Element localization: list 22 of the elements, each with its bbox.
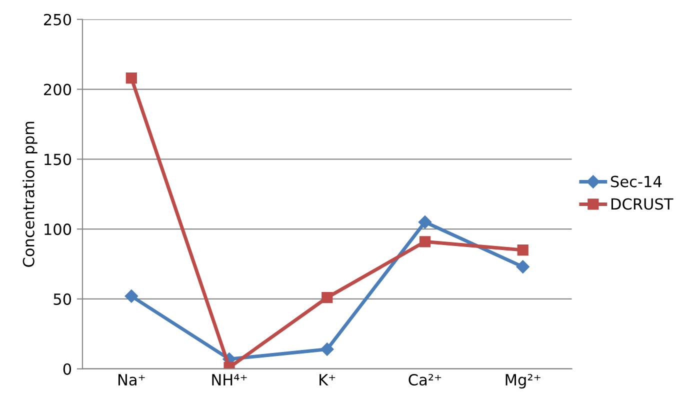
point	[124, 290, 138, 303]
point	[517, 244, 528, 256]
y-tick-label: 200	[44, 84, 72, 96]
legend-label: DCRUST	[611, 198, 674, 210]
y-tick-label: 100	[44, 224, 72, 236]
y-tick-label: 250	[44, 14, 72, 26]
x-tick-label: Ca²⁺	[408, 374, 442, 386]
x-tick-label: Na⁺	[118, 374, 145, 386]
y-axis-title: Concentration ppm	[22, 122, 38, 267]
point	[320, 342, 334, 356]
point	[516, 260, 530, 274]
y-tick-label: 50	[54, 293, 72, 305]
point	[126, 72, 137, 84]
x-tick-label: NH⁴⁺	[212, 374, 247, 386]
y-tick-label: 150	[44, 154, 72, 166]
x-tick-label: Mg²⁺	[506, 374, 540, 388]
point	[322, 292, 333, 304]
point	[419, 236, 431, 248]
x-tick-label: K⁺	[320, 374, 336, 386]
y-tick-label: 0	[63, 363, 72, 375]
legend-label: Sec-14	[610, 176, 662, 188]
point	[418, 215, 432, 229]
